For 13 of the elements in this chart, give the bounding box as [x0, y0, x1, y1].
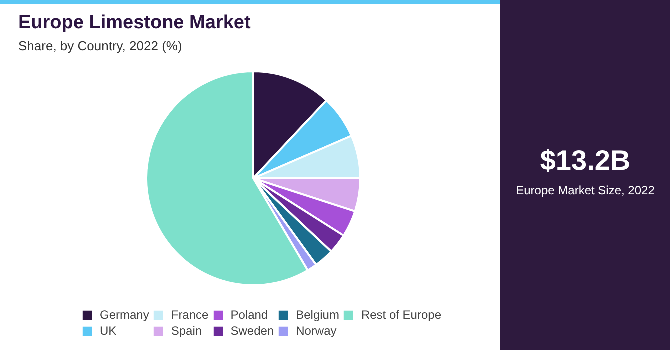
legend-label: Rest of Europe [361, 308, 442, 322]
text: $13.2B [540, 145, 631, 176]
legend-label: Belgium [296, 308, 340, 322]
legend-label: UK [100, 324, 118, 338]
legend-label: France [171, 308, 209, 322]
legend-label: Sweden [230, 324, 274, 338]
legend-label: Norway [296, 324, 337, 338]
legend-label: Germany [100, 308, 150, 322]
chart-title: Europe Limestone Market [18, 12, 252, 34]
legend-label: Spain [171, 324, 202, 338]
chart-subtitle: Share, by Country, 2022 (%) [18, 38, 182, 54]
text: Europe Market Size, 2022 [516, 184, 656, 198]
legend-label: Poland [230, 308, 268, 322]
